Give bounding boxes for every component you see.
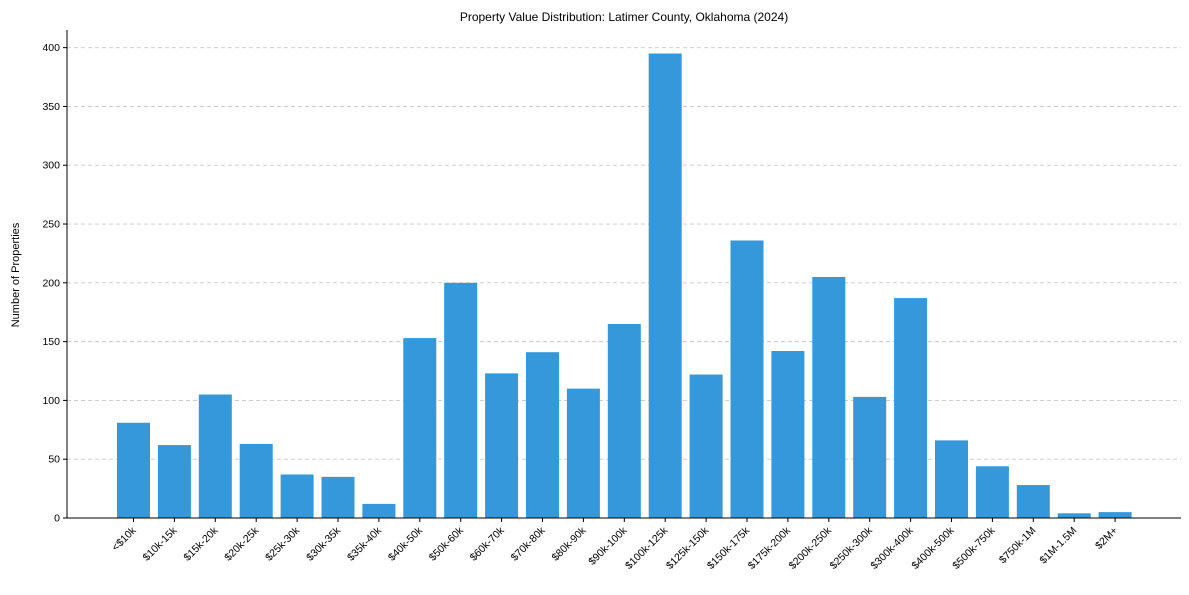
x-tick-label: $400k-500k: [909, 524, 957, 572]
y-tick-label: 200: [42, 277, 60, 289]
bar: [157, 445, 191, 518]
x-tick-label: $80k-90k: [549, 524, 589, 564]
bar: [444, 282, 478, 518]
x-tick-label: $250k-300k: [828, 524, 876, 572]
y-axis-label: Number of Properties: [10, 222, 22, 327]
bar: [812, 276, 846, 518]
bar: [935, 440, 968, 518]
bar: [607, 323, 641, 518]
x-tick-label: $200k-250k: [787, 524, 835, 572]
bar: [321, 476, 355, 518]
x-tick-label: <$10k: [110, 524, 139, 553]
y-tick-label: 0: [54, 513, 60, 525]
x-tick-label: $15k-20k: [181, 524, 221, 564]
bars: [117, 53, 1132, 519]
y-ticks: 0 50 100 150 200 250 300 350 400: [42, 42, 67, 525]
x-tick-label: $70k-80k: [509, 524, 549, 564]
x-tick-label: $175k-200k: [746, 524, 794, 572]
bar: [403, 338, 437, 518]
x-tick-label: $30k-35k: [304, 524, 344, 564]
bar: [198, 394, 232, 518]
x-tick-label: $1M-1.5M: [1037, 525, 1079, 567]
bar: [1098, 512, 1132, 518]
x-ticks: <$10k $10k-15k $15k-20k $20k-25k $25k-30k $30…: [110, 518, 1120, 572]
bar: [771, 351, 805, 518]
bar: [894, 298, 928, 518]
bar: [526, 352, 559, 518]
x-tick-label: $300k-400k: [868, 524, 916, 572]
y-tick-label: 100: [42, 395, 60, 407]
bar: [1057, 513, 1091, 518]
bar: [117, 422, 150, 518]
x-tick-label: $25k-30k: [263, 524, 303, 564]
bar: [1016, 485, 1050, 518]
bar: [975, 466, 1009, 518]
bar: [689, 374, 723, 518]
x-tick-label: $2M+: [1093, 525, 1120, 552]
x-tick-label: $35k-40k: [345, 524, 385, 564]
y-tick-label: 50: [48, 454, 60, 466]
x-tick-label: $90k-100k: [586, 524, 630, 568]
x-tick-label: $150k-175k: [705, 524, 753, 572]
y-tick-label: 150: [42, 336, 60, 348]
bar: [648, 53, 682, 519]
y-tick-label: 400: [42, 42, 60, 54]
bar: [280, 474, 314, 518]
bar: [239, 443, 273, 518]
chart-title: Property Value Distribution: Latimer Cou…: [460, 10, 788, 24]
bar: [362, 503, 396, 518]
x-tick-label: $500k-750k: [950, 524, 998, 572]
bar: [730, 240, 764, 518]
x-tick-label: $125k-150k: [664, 524, 712, 572]
x-tick-label: $50k-60k: [427, 524, 467, 564]
x-tick-label: $10k-15k: [140, 524, 180, 564]
y-tick-label: 350: [42, 101, 60, 113]
x-tick-label: $100k-125k: [623, 524, 671, 572]
x-tick-label: $750k-1M: [997, 525, 1039, 567]
bar: [566, 388, 600, 518]
x-tick-label: $20k-25k: [222, 524, 262, 564]
bar: [853, 396, 887, 518]
x-tick-label: $60k-70k: [468, 524, 508, 564]
y-tick-label: 250: [42, 219, 60, 231]
bar: [485, 373, 519, 518]
y-tick-label: 300: [42, 160, 60, 172]
x-tick-label: $40k-50k: [386, 524, 426, 564]
